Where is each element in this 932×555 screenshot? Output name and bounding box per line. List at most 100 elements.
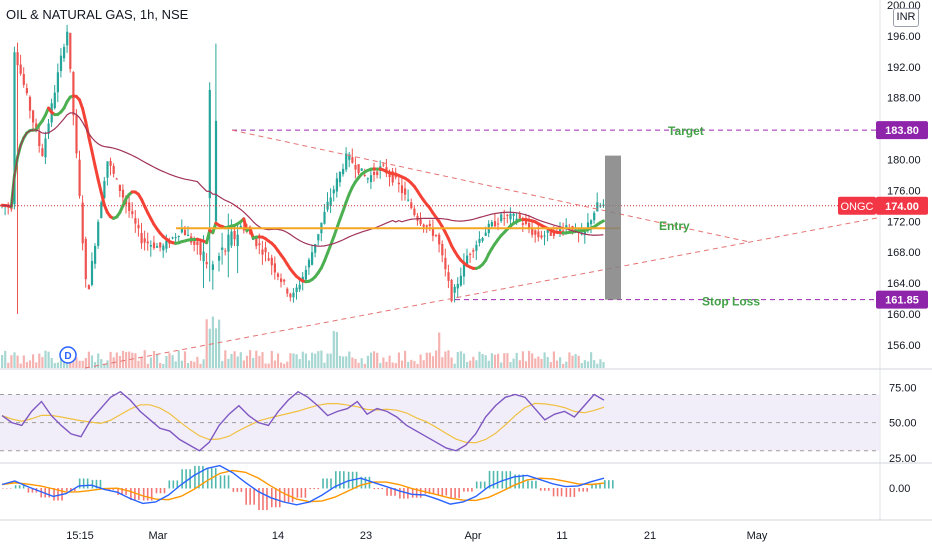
price-tick-label: 192.00 bbox=[887, 62, 921, 74]
candle-body bbox=[172, 237, 174, 238]
volume-bar bbox=[472, 357, 474, 368]
volume-bar bbox=[134, 353, 136, 368]
macd-histogram-bar bbox=[480, 482, 482, 489]
ma-fast-segment bbox=[600, 221, 603, 223]
volume-bar bbox=[91, 355, 93, 368]
macd-histogram-bar bbox=[207, 468, 209, 488]
candle-body bbox=[261, 249, 263, 254]
candle-body bbox=[141, 233, 143, 243]
ma-fast-segment bbox=[98, 179, 101, 192]
candle-body bbox=[429, 224, 431, 226]
volume-bar bbox=[540, 359, 542, 368]
candle-body bbox=[444, 258, 446, 269]
ma-fast-segment bbox=[92, 151, 95, 165]
volume-bar bbox=[252, 358, 254, 368]
time-tick-label: 23 bbox=[360, 530, 372, 542]
stop-loss-label: Stop Loss bbox=[702, 295, 760, 309]
candle-body bbox=[358, 164, 360, 173]
candle-body bbox=[94, 246, 96, 264]
candle-body bbox=[311, 252, 313, 265]
volume-bar bbox=[478, 352, 480, 368]
volume-bar bbox=[494, 355, 496, 368]
candle-body bbox=[147, 242, 149, 244]
candle-body bbox=[72, 72, 74, 115]
candle-body bbox=[103, 181, 105, 198]
volume-bar bbox=[568, 352, 570, 368]
volume-bar bbox=[159, 363, 161, 368]
volume-bar bbox=[454, 364, 456, 368]
volume-bar bbox=[420, 354, 422, 368]
ma-fast-segment bbox=[95, 166, 98, 180]
volume-bar bbox=[38, 354, 40, 368]
candle-body bbox=[323, 212, 325, 224]
candle-body bbox=[398, 183, 400, 184]
rsi-tick-label: 75.00 bbox=[889, 382, 917, 394]
candle-body bbox=[544, 236, 546, 237]
candle-body bbox=[500, 214, 502, 221]
price-tick-label: 172.00 bbox=[887, 216, 921, 228]
volume-bar bbox=[525, 361, 527, 368]
volume-bar bbox=[54, 363, 56, 368]
volume-bar bbox=[246, 356, 248, 368]
candle-body bbox=[66, 32, 68, 46]
volume-bar bbox=[438, 333, 440, 368]
volume-bar bbox=[320, 351, 322, 368]
range-projection-box bbox=[605, 156, 621, 300]
volume-bar bbox=[299, 359, 301, 368]
macd-histogram-bar bbox=[510, 471, 512, 488]
volume-bar bbox=[382, 357, 384, 368]
volume-bar bbox=[488, 361, 490, 368]
candles bbox=[1, 25, 605, 314]
volume-bar bbox=[51, 358, 53, 368]
volume-bar bbox=[215, 328, 217, 368]
volume-bar bbox=[327, 354, 329, 368]
candle-body bbox=[100, 202, 102, 218]
macd-histogram-bar bbox=[381, 488, 383, 489]
volume-bar bbox=[584, 360, 586, 368]
candle-body bbox=[333, 189, 335, 193]
candle-body bbox=[277, 274, 279, 277]
volume-bar bbox=[181, 361, 183, 368]
price-tick-label: 188.00 bbox=[887, 93, 921, 105]
target-label: Target bbox=[668, 124, 704, 138]
time-tick-label: Mar bbox=[149, 530, 168, 542]
ma-fast-segment bbox=[89, 137, 92, 151]
volume-bar bbox=[258, 356, 260, 368]
candle-body bbox=[110, 161, 112, 166]
dividend-marker-label: D bbox=[64, 351, 71, 362]
macd-histogram-bar bbox=[390, 488, 392, 496]
currency-badge[interactable]: INR bbox=[893, 8, 919, 27]
volume-bar bbox=[240, 352, 242, 368]
volume-bar bbox=[10, 355, 12, 368]
candle-body bbox=[184, 230, 186, 235]
candle-body bbox=[509, 214, 511, 220]
macd-histogram-bar bbox=[249, 488, 251, 505]
volume-bar bbox=[32, 354, 34, 368]
macd-histogram-bar bbox=[224, 475, 226, 488]
candle-body bbox=[531, 229, 533, 235]
candle-body bbox=[258, 243, 260, 245]
candle-body bbox=[540, 235, 542, 237]
volume-bar bbox=[354, 359, 356, 368]
volume-bar bbox=[351, 357, 353, 368]
candle-body bbox=[497, 223, 499, 224]
volume-bar bbox=[519, 360, 521, 368]
volume-bar bbox=[116, 353, 118, 368]
volume-bar bbox=[199, 364, 201, 368]
macd-histogram-bar bbox=[48, 488, 50, 497]
candle-body bbox=[432, 229, 434, 236]
candle-body bbox=[221, 248, 223, 250]
volume-bar bbox=[20, 364, 22, 368]
volume-bar bbox=[593, 360, 595, 368]
candle-body bbox=[296, 288, 298, 293]
macd-histogram-bar bbox=[241, 488, 243, 492]
volume-bar bbox=[441, 357, 443, 368]
macd-histogram-bar bbox=[275, 488, 277, 507]
macd-histogram-bar bbox=[441, 488, 443, 496]
macd-histogram-bar bbox=[202, 466, 204, 489]
candle-body bbox=[547, 230, 549, 232]
macd-histogram-bar bbox=[403, 488, 405, 499]
volume-bar bbox=[447, 350, 449, 368]
candle-body bbox=[472, 250, 474, 251]
